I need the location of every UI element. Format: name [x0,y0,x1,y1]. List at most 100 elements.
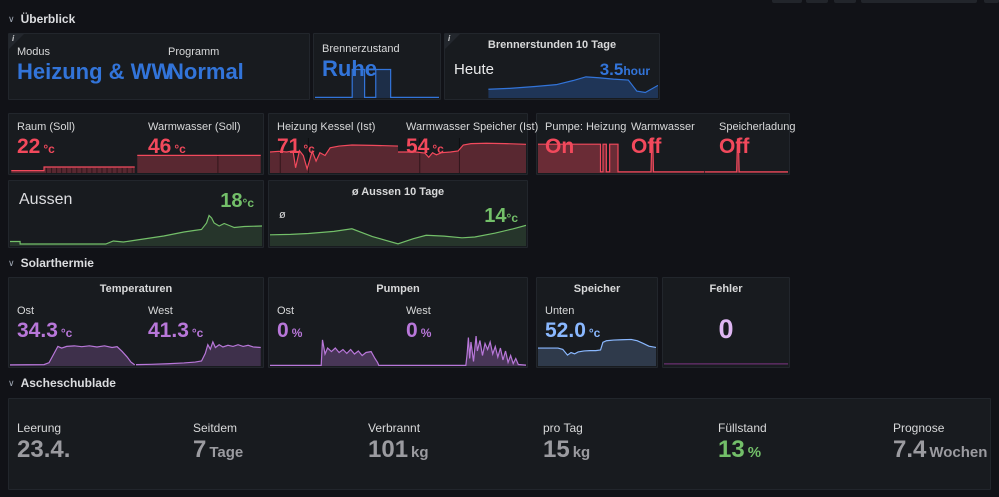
stat-fehler-value: 0 [718,314,734,344]
toolbar-button-remnant[interactable] [834,0,856,3]
stat-temp-west: West 41.3 °c [148,305,204,342]
stat-modus: Modus Heizung & WW [17,46,173,84]
stat-pumpe-west: West 0% [406,305,432,342]
stat-value: 46 °c [148,135,186,158]
stat-pro-tag: pro Tag 15 kg [543,421,591,463]
panel-aussen-10-tage: ø Aussen 10 Tage ø 14°c [268,180,528,248]
stat-pumpe-heizung: Pumpe: Heizung On [545,121,627,158]
stat-value: 101 kg [368,436,429,463]
fehler-sparkline[interactable] [664,360,788,366]
stat-leerung: Leerung 23.4. [17,421,71,463]
info-icon[interactable]: i [9,34,24,49]
stat-pumpe-warmwasser: Warmwasser Off [631,121,695,158]
stat-avg-label: ø [279,209,286,221]
panel-temperaturen: Temperaturen Ost 34.3 °c West 41.3 °c [8,277,264,368]
stat-prognose: Prognose 7.4 Wochen [893,421,988,463]
toolbar-button-remnant[interactable] [984,0,999,3]
panel-title[interactable]: Brennerstunden 10 Tage [487,39,617,51]
stat-value: Off [631,135,662,158]
panel-title[interactable]: ø Aussen 10 Tage [351,186,445,198]
aussen-sparkline[interactable] [10,196,262,246]
pumpe-warmwasser-sparkline[interactable] [621,133,705,173]
stat-kessel-ist: Heizung Kessel (Ist) 71 °c [277,121,376,158]
stat-value: 7.4 Wochen [893,436,988,463]
panel-fehler: Fehler 0 [662,277,790,368]
stat-value: Heizung & WW [17,59,173,84]
panel-brennerstunden: i Brennerstunden 10 Tage Heute 3.5hour [444,33,660,100]
section-header-ascheschublade[interactable]: ∨ Ascheschublade [8,376,116,390]
pumpen-west-sparkline[interactable] [398,336,526,366]
stat-aussen-value: 18°c [220,190,254,212]
chevron-down-icon: ∨ [8,377,15,388]
stat-seitdem: Seitdem 7 Tage [193,421,244,463]
stat-value: Ruhe [322,56,377,81]
aussen-10-tage-sparkline[interactable] [270,203,526,246]
toolbar-button-remnant[interactable] [806,0,828,3]
chevron-down-icon: ∨ [8,13,15,24]
section-header-solarthermie[interactable]: ∨ Solarthermie [8,256,94,270]
stat-warmwasser-soll: Warmwasser (Soll) 46 °c [148,121,241,158]
stat-avg-value: 14°c [484,205,518,227]
stat-value: On [545,135,575,158]
panel-aussen: Aussen 18°c [8,180,264,248]
stat-pumpe-ost: Ost 0% [277,305,303,342]
pumpen-ost-sparkline[interactable] [270,336,398,366]
stat-aussen-label: Aussen [19,191,73,208]
stat-value: 23.4. [17,436,71,463]
stat-brennerzustand: Brennerzustand Ruhe [322,43,400,81]
stat-temp-ost: Ost 34.3 °c [17,305,73,342]
panel-soll: Raum (Soll) 22 °c Warmwasser (Soll) 46 °c [8,113,264,175]
stat-speicher-unten: Unten 52.0 °c [545,305,601,342]
panel-title[interactable]: Fehler [709,283,743,295]
panel-ist: Heizung Kessel (Ist) 71 °c Warmwasser Spe… [268,113,538,175]
brennerstunden-sparkline[interactable] [446,75,658,98]
temp-west-sparkline[interactable] [136,338,262,366]
panel-title[interactable]: Temperaturen [99,283,173,295]
raum-soll-sparkline[interactable] [10,153,136,173]
panel-pumpen-status: Pumpe: Heizung On Warmwasser Off Speiche… [536,113,795,175]
chevron-down-icon: ∨ [8,257,15,268]
stat-value: 13% [718,436,762,463]
temp-ost-sparkline[interactable] [10,338,136,366]
speicherladung-sparkline[interactable] [704,133,788,173]
stat-raum-soll: Raum (Soll) 22 °c [17,121,76,158]
stat-value: 7 Tage [193,436,244,463]
section-title: Ascheschublade [20,376,116,390]
stat-speicherladung: Speicherladung Off [719,121,796,158]
stat-verbrannt: Verbrannt 101 kg [368,421,429,463]
stat-value: 15 kg [543,436,591,463]
warmwasser-soll-sparkline[interactable] [136,153,262,173]
stat-value: 54 °c [406,135,444,158]
stat-value: 0% [277,319,303,342]
panel-title[interactable]: Pumpen [376,283,420,295]
stat-value: Off [719,135,750,158]
stat-heute-label: Heute [454,61,495,78]
panel-speicher: Speicher Unten 52.0 °c [536,277,658,368]
section-title: Überblick [20,12,76,26]
speicher-unten-sparkline[interactable] [538,334,656,366]
section-title: Solarthermie [20,256,94,270]
panel-brennerzustand: Brennerzustand Ruhe [313,33,441,100]
stat-value: 0% [406,319,432,342]
info-icon[interactable]: i [445,34,460,49]
speicher-ist-sparkline[interactable] [398,138,526,173]
stat-value: 71 °c [277,135,315,158]
kessel-ist-sparkline[interactable] [270,138,398,173]
panel-title[interactable]: Speicher [573,283,621,295]
pumpe-heizung-sparkline[interactable] [538,133,622,173]
toolbar-button-remnant[interactable] [772,0,802,3]
panel-solar-pumpen: Pumpen Ost 0% West 0% [268,277,528,368]
stat-value: 41.3 °c [148,319,204,342]
toolbar-button-remnant[interactable] [861,0,977,3]
stat-value: 22 °c [17,135,55,158]
stat-value: 52.0 °c [545,319,601,342]
panel-modus-programm: i Modus Heizung & WW Programm Normal [8,33,310,100]
stat-value: 34.3 °c [17,319,73,342]
stat-programm: Programm Normal [168,46,244,84]
section-header-ueberblick[interactable]: ∨ Überblick [8,12,75,26]
stat-heute-value: 3.5hour [599,60,650,79]
stat-speicher-ist: Warmwasser Speicher (Ist) 54 °c [406,121,539,158]
stat-value: Normal [168,59,244,84]
brennerzustand-sparkline[interactable] [315,68,439,98]
